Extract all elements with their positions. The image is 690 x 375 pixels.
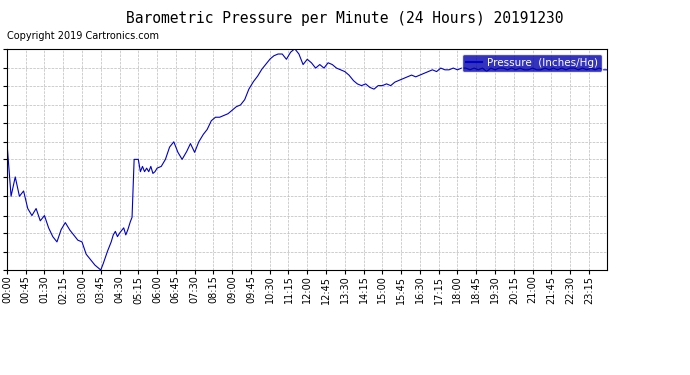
Text: Barometric Pressure per Minute (24 Hours) 20191230: Barometric Pressure per Minute (24 Hours… (126, 11, 564, 26)
Legend: Pressure  (Inches/Hg): Pressure (Inches/Hg) (462, 54, 602, 72)
Text: Copyright 2019 Cartronics.com: Copyright 2019 Cartronics.com (7, 31, 159, 41)
